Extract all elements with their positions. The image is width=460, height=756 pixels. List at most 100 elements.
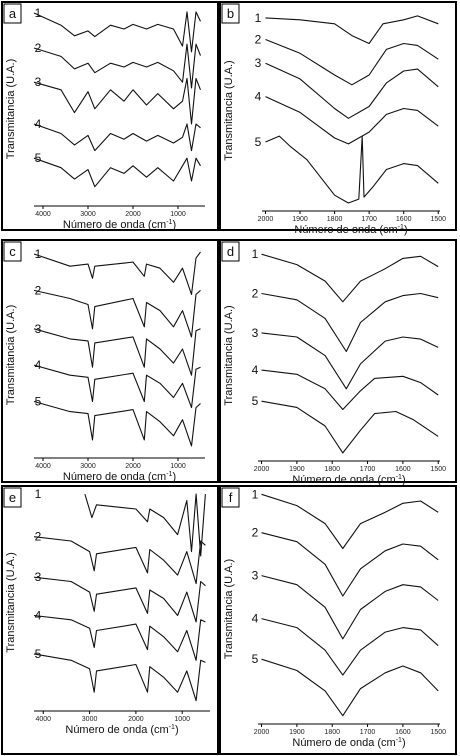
series-label-5: 5	[255, 135, 262, 149]
series-label-1: 1	[252, 247, 259, 261]
x-tick-label: 2000	[125, 211, 141, 218]
panel-letter: d	[227, 244, 234, 259]
panel-b: b 2000 1900 1800 1700 1600 1500 Número de onda …	[219, 1, 457, 236]
panel-letter: e	[9, 490, 16, 505]
series-label-2: 2	[35, 283, 42, 297]
x-tick-label: 1000	[174, 716, 190, 723]
spectrum-4	[33, 364, 201, 409]
x-tick-label: 1600	[395, 729, 411, 736]
series-label-2: 2	[252, 526, 259, 540]
panel-frame	[1, 1, 219, 231]
panel-d: d 2000 1900 1800 1700 1600 1500 Número de onda …	[219, 239, 457, 486]
x-tick-label: 1700	[361, 216, 377, 223]
spectrum-3	[33, 576, 206, 623]
spectrum-1	[265, 15, 439, 45]
x-axis-title: Número de onda (cm-1)	[294, 224, 407, 236]
series-label-5: 5	[252, 652, 259, 666]
series-label-5: 5	[35, 151, 42, 165]
y-axis-title: Transmitancia (U.A.)	[5, 305, 17, 405]
spectrum-4	[33, 614, 206, 661]
x-tick-label: 3000	[82, 716, 98, 723]
series-label-3: 3	[255, 56, 262, 70]
x-tick-label: 4000	[35, 211, 51, 218]
spectrum-2	[33, 43, 202, 89]
series-label-3: 3	[252, 326, 259, 340]
series-label-4: 4	[35, 609, 42, 623]
series-label-5: 5	[252, 394, 259, 408]
x-tick-label: 1800	[324, 729, 340, 736]
x-tick-label: 1700	[360, 466, 376, 473]
x-tick-label: 1500	[430, 729, 446, 736]
x-axis-title: Número de onda (cm-1)	[292, 474, 405, 486]
spectrum-5	[33, 653, 206, 702]
x-tick-label: 4000	[35, 463, 51, 470]
panel-letter-box	[221, 487, 240, 508]
panel-frame	[219, 1, 457, 231]
series-label-2: 2	[35, 530, 42, 544]
spectrum-1	[261, 493, 439, 550]
series-label-3: 3	[35, 75, 42, 89]
panel-letter-box	[221, 3, 240, 24]
series-label-5: 5	[35, 647, 42, 661]
x-tick-label: 2000	[254, 466, 270, 473]
x-tick-label: 1000	[170, 211, 186, 218]
x-tick-label: 3000	[80, 211, 96, 218]
spectrum-5	[33, 400, 201, 447]
spectrum-5	[265, 135, 439, 204]
x-tick-label: 2000	[128, 716, 144, 723]
x-axis-title: Número de onda (cm-1)	[65, 724, 178, 736]
y-axis-title: Transmitancia (U.A.)	[5, 59, 17, 159]
spectrum-1	[33, 251, 201, 295]
spectrum-2	[33, 289, 201, 338]
spectrum-4	[33, 123, 201, 152]
x-tick-label: 1600	[396, 216, 412, 223]
series-label-1: 1	[35, 247, 42, 261]
panel-letter-box	[221, 241, 240, 262]
series-label-3: 3	[252, 569, 259, 583]
x-tick-label: 1800	[324, 466, 340, 473]
x-axis-title: Número de onda (cm-1)	[292, 737, 405, 749]
panel-letter-box	[3, 241, 22, 262]
panel-frame	[219, 485, 457, 755]
spectrum-4	[261, 618, 439, 676]
panel-f: f 2000 1900 1800 1700 1600 1500 Número de onda …	[219, 485, 457, 755]
x-tick-label: 1700	[360, 729, 376, 736]
series-label-5: 5	[35, 395, 42, 409]
x-tick-label: 2000	[125, 463, 141, 470]
panel-letter: f	[229, 490, 233, 505]
x-tick-label: 1800	[327, 216, 343, 223]
y-axis-title: Transmitancia (U.A.)	[223, 559, 235, 659]
series-label-2: 2	[35, 41, 42, 55]
x-axis-title: Número de onda (cm-1)	[63, 471, 176, 483]
spectrum-5	[33, 157, 201, 188]
x-tick-label: 1600	[395, 466, 411, 473]
x-tick-label: 1900	[289, 729, 305, 736]
x-tick-label: 4000	[35, 716, 51, 723]
x-tick-label: 1500	[430, 216, 446, 223]
panel-frame	[219, 239, 457, 483]
panel-letter: b	[227, 6, 234, 21]
series-label-1: 1	[252, 487, 259, 501]
panel-frame	[1, 485, 219, 755]
x-axis-title: Número de onda (cm-1)	[63, 219, 176, 231]
panel-letter-box	[3, 3, 22, 24]
panel-letter: c	[9, 244, 16, 259]
series-label-1: 1	[35, 6, 42, 20]
spectrum-3	[33, 77, 202, 125]
spectrum-5	[261, 400, 439, 454]
x-tick-label: 1000	[170, 463, 186, 470]
y-axis-title: Transmitancia (U.A.)	[5, 552, 17, 652]
spectrum-3	[265, 62, 439, 119]
panel-letter-box	[3, 487, 22, 508]
series-label-1: 1	[35, 487, 42, 501]
spectrum-5	[261, 658, 439, 717]
spectrum-3	[33, 328, 201, 376]
panel-frame	[1, 239, 219, 483]
spectrum-1	[33, 11, 201, 53]
x-tick-label: 3000	[80, 463, 96, 470]
x-tick-label: 1500	[430, 466, 446, 473]
